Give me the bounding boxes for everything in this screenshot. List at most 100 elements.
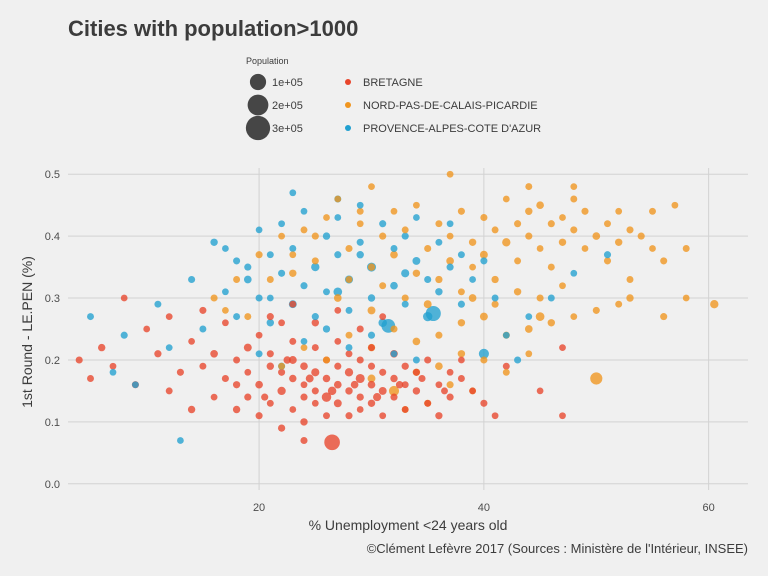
data-point-provence-alpes-cote-dazur [278,269,286,277]
data-point-bretagne [289,337,297,345]
data-point-nord-pas-de-calais-picardie [446,170,454,178]
data-point-provence-alpes-cote-dazur [401,269,410,278]
data-point-nord-pas-de-calais-picardie [300,344,308,351]
data-point-nord-pas-de-calais-picardie [637,232,645,240]
data-point-nord-pas-de-calais-picardie [525,207,533,215]
data-point-nord-pas-de-calais-picardie [468,294,477,302]
data-point-bretagne [222,319,229,327]
data-point-provence-alpes-cote-dazur [457,251,465,259]
data-point-provence-alpes-cote-dazur [266,319,274,327]
data-point-nord-pas-de-calais-picardie [390,325,398,333]
data-point-provence-alpes-cote-dazur [289,189,297,197]
data-point-provence-alpes-cote-dazur [109,368,117,376]
color-legend-symbol [345,125,351,131]
data-point-provence-alpes-cote-dazur [311,262,320,272]
size-legend-label: 3e+05 [272,123,303,135]
data-point-bretagne [266,313,274,321]
data-point-nord-pas-de-calais-picardie [457,207,465,215]
data-point-bretagne [199,306,207,314]
data-point-nord-pas-de-calais-picardie [468,238,477,246]
data-point-bretagne [289,406,297,413]
data-point-nord-pas-de-calais-picardie [570,226,578,234]
data-point-nord-pas-de-calais-picardie [592,232,601,240]
data-point-nord-pas-de-calais-picardie [345,276,353,283]
data-point-bretagne [355,373,365,384]
data-point-nord-pas-de-calais-picardie [581,207,589,215]
data-point-bretagne [321,392,332,402]
data-point-bretagne [98,343,106,352]
data-point-bretagne [120,294,128,302]
data-point-bretagne [390,393,398,401]
data-point-provence-alpes-cote-dazur [457,300,465,308]
data-point-bretagne [441,387,448,395]
x-tick-label: 40 [478,502,490,514]
data-point-bretagne [356,406,364,413]
data-point-bretagne [261,393,269,401]
data-point-provence-alpes-cote-dazur [446,263,454,271]
data-point-bretagne [401,406,409,413]
data-point-nord-pas-de-calais-picardie [244,313,252,321]
data-point-nord-pas-de-calais-picardie [603,257,612,265]
data-point-nord-pas-de-calais-picardie [513,288,522,296]
data-point-bretagne [255,380,263,389]
data-point-nord-pas-de-calais-picardie [592,306,600,314]
data-point-bretagne [322,374,331,383]
data-point-provence-alpes-cote-dazur [603,251,612,259]
data-point-nord-pas-de-calais-picardie [682,245,690,252]
data-point-nord-pas-de-calais-picardie [367,263,376,271]
data-point-bretagne [418,374,426,383]
data-point-bretagne [244,393,252,401]
data-point-bretagne [458,356,465,364]
data-point-bretagne [300,362,308,371]
size-legend-label: 1e+05 [272,77,303,89]
data-point-provence-alpes-cote-dazur [345,306,353,314]
data-point-provence-alpes-cote-dazur [322,325,331,333]
data-point-bretagne [266,350,274,358]
data-point-bretagne [176,368,184,376]
data-point-nord-pas-de-calais-picardie [581,245,589,252]
data-point-bretagne [232,405,241,414]
caption: ©Clément Lefèvre 2017 (Sources : Ministè… [367,541,748,556]
data-point-bretagne [289,374,297,383]
data-point-nord-pas-de-calais-picardie [311,257,319,265]
data-point-nord-pas-de-calais-picardie [649,207,656,215]
data-point-bretagne [300,418,308,426]
data-point-nord-pas-de-calais-picardie [289,269,297,277]
data-point-bretagne [278,319,285,327]
data-point-nord-pas-de-calais-picardie [334,195,342,203]
data-point-nord-pas-de-calais-picardie [480,356,488,364]
data-point-provence-alpes-cote-dazur [210,238,218,246]
data-point-bretagne [367,380,376,389]
data-point-provence-alpes-cote-dazur [278,220,285,228]
data-point-nord-pas-de-calais-picardie [412,337,421,346]
data-point-nord-pas-de-calais-picardie [469,263,476,271]
data-point-bretagne [232,381,241,389]
y-tick-label: 0.3 [45,293,60,305]
color-legend-label: NORD-PAS-DE-CALAIS-PICARDIE [363,100,538,112]
data-point-nord-pas-de-calais-picardie [323,214,330,221]
data-point-provence-alpes-cote-dazur [367,331,376,339]
data-point-bretagne [345,412,353,420]
data-point-bretagne [244,368,252,376]
data-point-provence-alpes-cote-dazur [469,276,476,283]
data-point-bretagne [243,343,252,352]
data-point-provence-alpes-cote-dazur [502,331,510,339]
data-point-bretagne [536,387,544,395]
data-point-nord-pas-de-calais-picardie [222,307,229,314]
data-point-nord-pas-de-calais-picardie [278,362,286,370]
data-point-nord-pas-de-calais-picardie [536,201,544,210]
data-point-nord-pas-de-calais-picardie [435,331,443,339]
data-point-provence-alpes-cote-dazur [132,381,139,389]
data-point-provence-alpes-cote-dazur [300,338,308,345]
data-point-bretagne [333,399,342,408]
data-point-nord-pas-de-calais-picardie [367,374,376,383]
data-point-provence-alpes-cote-dazur [356,251,364,259]
data-point-nord-pas-de-calais-picardie [446,232,454,240]
data-point-bretagne [278,368,286,376]
data-point-provence-alpes-cote-dazur [244,263,252,271]
data-point-nord-pas-de-calais-picardie [502,368,510,376]
data-point-bretagne [288,356,297,364]
data-point-bretagne [323,412,330,420]
data-point-bretagne [221,374,229,383]
